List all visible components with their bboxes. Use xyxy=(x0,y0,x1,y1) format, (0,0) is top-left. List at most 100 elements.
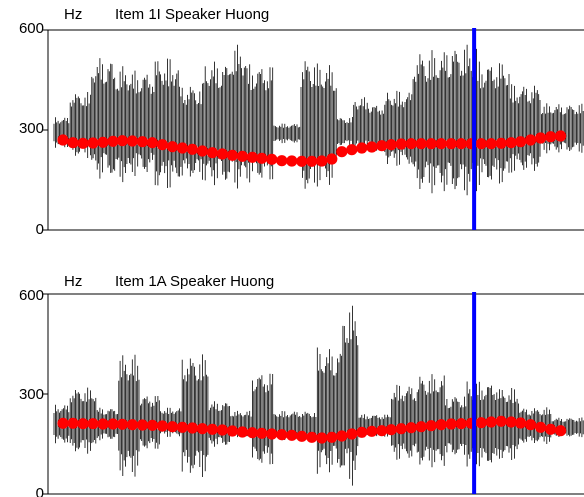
pitch-point xyxy=(176,142,188,154)
pitch-point xyxy=(256,152,268,164)
y-unit-label: Hz xyxy=(64,6,82,23)
pitch-point xyxy=(316,155,328,167)
pitch-point xyxy=(535,421,547,433)
pitch-point xyxy=(336,146,348,158)
pitch-point xyxy=(316,432,328,444)
pitch-point xyxy=(186,422,198,434)
pitch-point xyxy=(405,138,417,150)
pitch-point xyxy=(356,142,368,154)
pitch-point xyxy=(495,137,507,149)
pitch-point xyxy=(475,417,487,429)
pitch-panel-item-1i: Hz Item 1I Speaker Huong 600 300 0 xyxy=(19,6,584,238)
pitch-point xyxy=(286,429,298,441)
pitch-point xyxy=(555,130,567,142)
pitch-point xyxy=(107,135,119,147)
pitch-point xyxy=(266,153,278,165)
pitch-point xyxy=(445,138,457,150)
pitch-point xyxy=(166,141,178,153)
pitch-point xyxy=(57,417,69,429)
y-tick-label-0: 0 xyxy=(36,485,44,497)
pitch-point xyxy=(346,144,358,156)
pitch-point xyxy=(166,421,178,433)
pitch-point xyxy=(136,136,148,148)
y-tick-label-0: 0 xyxy=(36,221,44,238)
pitch-panel-item-1a: Hz Item 1A Speaker Huong 600 300 0 xyxy=(19,273,584,497)
pitch-point xyxy=(505,137,517,149)
pitch-point xyxy=(535,132,547,144)
pitch-point xyxy=(196,423,208,435)
pitch-points xyxy=(57,130,567,167)
pitch-point xyxy=(415,421,427,433)
pitch-point xyxy=(196,145,208,157)
pitch-point xyxy=(116,418,128,430)
pitch-point xyxy=(425,138,437,150)
pitch-point xyxy=(405,422,417,434)
pitch-point xyxy=(376,425,388,437)
pitch-point xyxy=(336,430,348,442)
pitch-point xyxy=(346,428,358,440)
pitch-point xyxy=(395,423,407,435)
pitch-point xyxy=(97,418,109,430)
pitch-point xyxy=(356,426,368,438)
pitch-point xyxy=(266,428,278,440)
pitch-point xyxy=(186,143,198,155)
pitch-point xyxy=(236,150,248,162)
pitch-point xyxy=(455,418,467,430)
pitch-point xyxy=(236,426,248,438)
waveform xyxy=(53,305,584,486)
pitch-point xyxy=(206,423,218,435)
pitch-point xyxy=(286,155,298,167)
pitch-point xyxy=(67,137,79,149)
pitch-point xyxy=(495,415,507,427)
pitch-point xyxy=(226,149,238,161)
pitch-point xyxy=(116,135,128,147)
pitch-point xyxy=(87,137,99,149)
pitch-point xyxy=(57,134,69,146)
pitch-point xyxy=(326,431,338,443)
y-tick-label-300: 300 xyxy=(19,120,44,137)
pitch-point xyxy=(366,141,378,153)
pitch-point xyxy=(366,425,378,437)
y-tick-label-600: 600 xyxy=(19,287,44,304)
pitch-point xyxy=(485,416,497,428)
pitch-point xyxy=(276,429,288,441)
y-unit-label: Hz xyxy=(64,273,82,290)
pitch-point xyxy=(87,418,99,430)
pitch-point xyxy=(176,421,188,433)
pitch-point xyxy=(445,418,457,430)
pitch-point xyxy=(67,417,79,429)
y-tick-label-600: 600 xyxy=(19,20,44,37)
pitch-point xyxy=(525,134,537,146)
pitch-point xyxy=(206,147,218,159)
pitch-point xyxy=(296,155,308,167)
pitch-point xyxy=(515,136,527,148)
pitch-point xyxy=(146,419,158,431)
pitch-point xyxy=(77,418,89,430)
panel-title: Item 1A Speaker Huong xyxy=(115,273,274,290)
pitch-point xyxy=(77,137,89,149)
pitch-point xyxy=(385,139,397,151)
pitch-point xyxy=(156,139,168,151)
pitch-point xyxy=(146,137,158,149)
pitch-point xyxy=(296,430,308,442)
pitch-point xyxy=(545,131,557,143)
pitch-point xyxy=(435,138,447,150)
pitch-point xyxy=(455,138,467,150)
pitch-point xyxy=(126,135,138,147)
pitch-point xyxy=(515,417,527,429)
pitch-point xyxy=(425,420,437,432)
pitch-point xyxy=(385,424,397,436)
pitch-point xyxy=(216,424,228,436)
pitch-point xyxy=(246,151,258,163)
y-ticks xyxy=(43,29,48,231)
pitch-point xyxy=(226,425,238,437)
y-tick-label-300: 300 xyxy=(19,386,44,403)
pitch-point xyxy=(475,138,487,150)
pitch-point xyxy=(326,153,338,165)
pitch-point xyxy=(485,138,497,150)
pitch-point xyxy=(545,423,557,435)
pitch-point xyxy=(107,418,119,430)
pitch-point xyxy=(136,419,148,431)
pitch-point xyxy=(276,155,288,167)
panel-title: Item 1I Speaker Huong xyxy=(115,6,269,23)
